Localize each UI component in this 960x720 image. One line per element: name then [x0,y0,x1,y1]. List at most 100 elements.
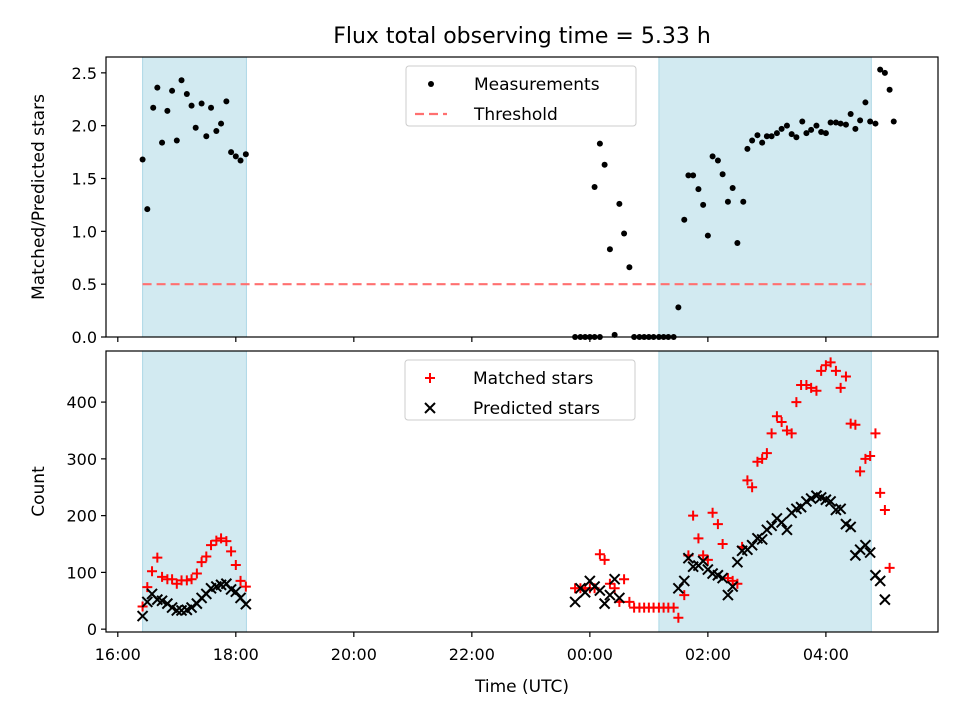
count-axes-frame [105,350,939,633]
measurements-point [754,132,761,139]
measurements-point [188,102,195,109]
x-tick-label: 02:00 [685,645,731,664]
count-y-tick-label: 100 [66,563,97,582]
measurements-point [872,120,879,127]
matched-stars-point [206,540,217,551]
ratio-y-tick-label: 1.0 [72,222,97,241]
matched-stars-point [707,507,718,518]
measurements-point [685,172,692,179]
matched-stars-point [816,365,827,376]
measurements-point [178,77,185,84]
predicted-stars-point [726,580,739,593]
matched-stars-point [693,533,704,544]
ratio-y-tick-label: 1.5 [72,170,97,189]
measurements-point [886,86,893,93]
matched-stars-point [879,504,890,515]
measurements-point [822,130,829,137]
predicted-stars-point [569,596,581,608]
predicted-stars-point [775,516,788,529]
predicted-stars-point [171,604,183,617]
ratio-y-tick-label: 2.0 [72,117,97,136]
measurements-point [783,122,790,129]
matched-stars-point [835,382,846,393]
measurements-point [591,183,598,190]
matched-stars-point [201,551,212,562]
matched-stars-point [766,428,777,439]
count-y-tick-label: 200 [66,507,97,526]
matched-stars-point [688,510,699,521]
measurements-point [862,99,869,106]
ratio-y-axis-label: Matched/Predicted stars [29,94,49,300]
measurements-point [242,151,249,158]
predicted-stars-point [230,585,242,598]
predicted-stars-point [240,598,252,610]
matched-stars-point [226,546,237,557]
count-legend-label: Predicted stars [473,399,600,419]
ratio-legend-label: Measurements [474,75,600,95]
predicted-stars-point [608,573,621,585]
matched-stars-point [624,596,635,607]
predicted-stars-point [141,596,154,608]
matched-stars-point [599,554,610,565]
matched-stars-point [240,581,251,592]
measurements-point [601,161,608,168]
measurements-point [724,198,731,205]
measurements-point [827,119,834,126]
matched-stars-point [806,382,817,393]
count-shaded-span-2 [658,350,872,633]
x-tick-label: 16:00 [95,645,141,664]
measurements-point [228,149,235,156]
ratio-shaded-span-1 [142,56,247,338]
matched-stars-point [712,519,723,530]
measurements-point [744,145,751,152]
matched-stars-point [732,578,743,589]
ratio-panel: 0.0 0.5 1.0 1.5 2.0 2.5 Matched/Predicted star… [29,56,939,347]
predicted-stars-point [722,589,734,601]
matched-stars-point [811,385,822,396]
measurements-point [749,137,756,144]
predicted-stars-point [731,556,744,568]
measurements-point [818,129,825,136]
matched-stars-point [791,397,802,408]
x-tick-label: 18:00 [213,645,259,664]
predicted-stars-point [805,492,817,505]
measurements-point [198,100,205,107]
matched-stars-point [870,428,881,439]
legend-predicted-marker [424,402,436,414]
ratio-axes-frame [105,56,939,338]
matched-stars-point [216,533,227,544]
matched-stars-point [191,568,202,579]
measurements-point [223,98,230,105]
predicted-stars-point [697,555,709,567]
matched-stars-point [830,365,841,376]
measurements-point [803,130,810,137]
measurements-point [773,130,780,137]
measurements-point [890,118,897,125]
matched-stars-point [717,539,728,550]
measurements-point [847,111,854,118]
predicted-stars-point [579,586,591,598]
measurements-point [164,107,171,114]
predicted-stars-point [136,610,149,622]
measurements-point [616,200,623,207]
count-panel: 0 100 200 300 400 16:00 18:00 20:00 22:00 00:00 02… [29,350,939,664]
predicted-stars-point [594,584,606,597]
matched-stars-point [668,602,679,613]
measurements-point [842,121,849,128]
measurements-point [813,122,820,129]
x-tick-label: 00:00 [567,645,613,664]
measurements-point [237,157,244,164]
matched-stars-point [679,590,690,601]
predicted-stars-point [781,524,793,536]
matched-stars-point [186,574,197,585]
measurements-point [144,206,151,213]
measurements-point [681,216,688,223]
matched-stars-point [757,453,768,464]
measurements-point [881,69,888,76]
predicted-stars-point [678,575,690,587]
measurements-point [695,186,702,193]
ratio-shaded-span-2 [658,56,872,338]
matched-stars-point [594,549,605,560]
predicted-stars-point [879,593,891,606]
